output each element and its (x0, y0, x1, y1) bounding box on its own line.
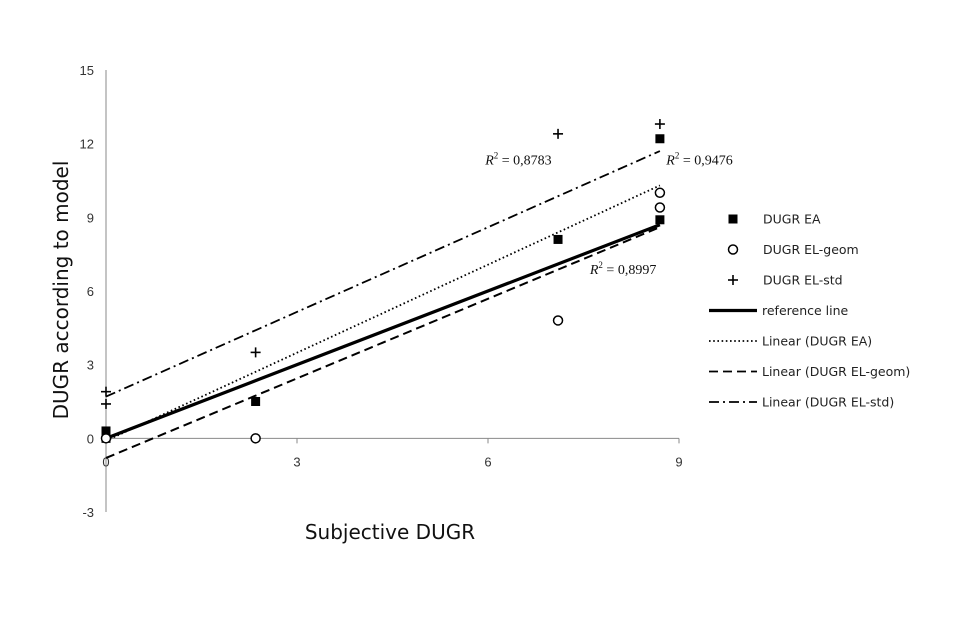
series-line-1 (105, 184, 661, 442)
data-point-plus (553, 128, 564, 139)
y-tick-label: -3 (82, 505, 94, 520)
legend-marker (727, 244, 739, 255)
series-line-2 (105, 226, 661, 459)
y-tick-label: 9 (87, 210, 94, 225)
r-squared-label: R2 = 0,9476 (665, 151, 732, 169)
data-point-square (655, 134, 665, 144)
legend-label: Linear (DUGR EL-std) (762, 395, 894, 410)
data-point-circle (654, 202, 666, 213)
data-point-plus (250, 347, 261, 358)
r-squared-label: R2 = 0,8997 (589, 260, 656, 278)
series-line-3 (105, 150, 661, 398)
data-point-square (655, 215, 665, 225)
legend-label: Linear (DUGR EL-geom) (762, 364, 910, 379)
data-point-square (251, 397, 261, 406)
data-point-plus (101, 386, 111, 397)
y-tick-label: 3 (87, 358, 94, 373)
y-tick-label: 6 (87, 284, 94, 299)
data-point-circle (100, 433, 112, 444)
legend-label: reference line (762, 303, 849, 318)
legend-marker (728, 275, 738, 285)
x-tick-label: 6 (484, 454, 491, 469)
legend: DUGR EA DUGR EL-geom DUGR EL-std reference … (709, 212, 910, 410)
legend-label: Linear (DUGR EA) (762, 334, 872, 349)
y-axis-title: DUGR according to model (49, 161, 73, 420)
data-point-square (553, 234, 563, 244)
r-squared-label: R2 = 0,8783 (484, 151, 551, 169)
data-point-circle (250, 433, 261, 444)
data-point-plus (101, 398, 111, 409)
legend-label: DUGR EA (763, 212, 821, 227)
series-line-0 (105, 223, 661, 440)
legend-marker (728, 214, 738, 224)
y-tick-label: 12 (80, 137, 94, 152)
y-tick-label: 0 (87, 431, 94, 446)
y-tick-label: 15 (80, 63, 94, 78)
x-tick-label: 0 (102, 454, 109, 469)
plot-area: -3 0 3 6 9 12 15 0 3 6 9 R2 = 0,8783 R2 = 0,9476 R2 =… (80, 63, 733, 520)
legend-label: DUGR EL-std (763, 273, 843, 288)
legend-label: DUGR EL-geom (763, 242, 859, 257)
x-tick-label: 3 (293, 454, 300, 469)
data-point-circle (552, 315, 564, 326)
data-point-circle (654, 187, 666, 199)
x-axis-title: Subjective DUGR (305, 520, 475, 544)
data-point-square (101, 426, 111, 436)
data-point-plus (654, 119, 665, 130)
x-tick-label: 9 (675, 454, 682, 469)
